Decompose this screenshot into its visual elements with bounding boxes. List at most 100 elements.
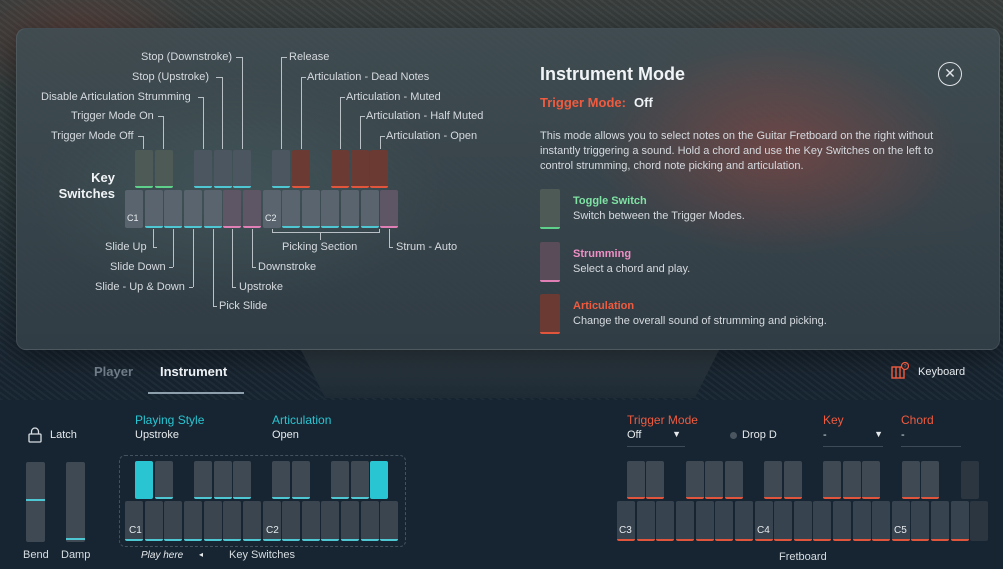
key-switch-white[interactable] (380, 501, 398, 541)
articulation-value: Open (272, 429, 299, 441)
connector (143, 136, 144, 149)
key-switch-white[interactable] (223, 501, 241, 541)
label-disable-articulation: Disable Articulation Strumming (41, 91, 191, 103)
bend-label: Bend (23, 549, 49, 561)
diagram-key-release (272, 150, 290, 188)
fretboard-black-key[interactable] (705, 461, 723, 499)
key-switch-white[interactable] (321, 501, 339, 541)
diagram-white-key (125, 190, 143, 228)
fretboard-black-key[interactable] (784, 461, 802, 499)
key-switch-black[interactable] (370, 461, 388, 499)
fretboard-white-key[interactable] (617, 501, 635, 541)
key-switch-black[interactable] (331, 461, 349, 499)
latch-label: Latch (50, 429, 77, 441)
fretboard-black-key[interactable] (627, 461, 645, 499)
keyboard-button[interactable]: ? Keyboard (891, 361, 965, 382)
connector (380, 136, 385, 137)
fretboard-white-key[interactable] (794, 501, 812, 541)
key-switch-white[interactable] (204, 501, 222, 541)
key-dropdown[interactable]: - ▼ (823, 429, 883, 447)
fretboard-c3-label: C3 (619, 525, 632, 536)
connector (203, 97, 204, 149)
fretboard-white-key[interactable] (696, 501, 714, 541)
key-switch-white[interactable] (263, 501, 281, 541)
key-switch-black[interactable] (194, 461, 212, 499)
fretboard-white-key[interactable] (735, 501, 753, 541)
key-switch-white[interactable] (164, 501, 182, 541)
lock-icon (27, 427, 43, 443)
fretboard-white-key[interactable] (931, 501, 949, 541)
fretboard-white-key[interactable] (872, 501, 890, 541)
keyboard-label: Keyboard (918, 366, 966, 378)
connector (389, 247, 393, 248)
key-switch-white[interactable] (145, 501, 163, 541)
fretboard-white-key[interactable] (715, 501, 733, 541)
key-switch-white[interactable] (361, 501, 379, 541)
connector (213, 306, 217, 307)
key-switch-white[interactable] (302, 501, 320, 541)
fretboard-white-key[interactable] (755, 501, 773, 541)
connector (222, 77, 223, 149)
fretboard-white-key[interactable] (676, 501, 694, 541)
key-switch-white[interactable] (341, 501, 359, 541)
bend-slider[interactable] (26, 462, 45, 542)
fretboard-white-key[interactable] (774, 501, 792, 541)
fretboard-white-key[interactable] (813, 501, 831, 541)
diagram-white-key (380, 190, 398, 228)
key-switch-black[interactable] (351, 461, 369, 499)
tab-player[interactable]: Player (94, 364, 134, 379)
key-switch-black[interactable] (214, 461, 232, 499)
fretboard-white-key[interactable] (911, 501, 929, 541)
key-switch-black[interactable] (155, 461, 173, 499)
label-downstroke: Downstroke (258, 261, 317, 273)
connector (281, 57, 282, 149)
key-switch-white[interactable] (282, 501, 300, 541)
connector (236, 57, 242, 58)
key-switch-white[interactable] (184, 501, 202, 541)
connector (193, 229, 194, 287)
connector (379, 229, 380, 233)
fretboard-black-key[interactable] (921, 461, 939, 499)
diagram-white-key (145, 190, 163, 228)
key-switch-black[interactable] (233, 461, 251, 499)
label-release: Release (289, 51, 330, 63)
fretboard-white-key[interactable] (853, 501, 871, 541)
fretboard-black-key[interactable] (902, 461, 920, 499)
fretboard-black-key[interactable] (961, 461, 979, 499)
diagram-key-trigger-on (155, 150, 173, 188)
legend-strumming-desc: Select a chord and play. (573, 263, 691, 275)
connector (216, 77, 222, 78)
fretboard-white-key[interactable] (656, 501, 674, 541)
fretboard-black-key[interactable] (823, 461, 841, 499)
chord-dropdown[interactable]: - (901, 429, 961, 447)
connector (163, 116, 164, 149)
close-icon[interactable]: ✕ (938, 62, 962, 86)
trigger-mode-dropdown[interactable]: Off ▼ (627, 429, 685, 447)
fretboard-black-key[interactable] (862, 461, 880, 499)
key-switch-black[interactable] (292, 461, 310, 499)
label-dead-notes: Articulation - Dead Notes (307, 71, 430, 83)
fretboard-white-key[interactable] (951, 501, 969, 541)
trigger-mode-dropdown-value: Off (627, 429, 642, 441)
diagram-white-key (184, 190, 202, 228)
fretboard-black-key[interactable] (725, 461, 743, 499)
fretboard-black-key[interactable] (843, 461, 861, 499)
fretboard-white-key[interactable] (892, 501, 910, 541)
connector (360, 116, 361, 149)
label-slide-up: Slide Up (105, 241, 147, 253)
fretboard-black-key[interactable] (686, 461, 704, 499)
key-switch-black[interactable] (272, 461, 290, 499)
connector (360, 116, 365, 117)
damp-slider[interactable] (66, 462, 85, 542)
key-switch-black[interactable] (135, 461, 153, 499)
drop-d-label: Drop D (742, 429, 777, 441)
key-switch-white[interactable] (125, 501, 143, 541)
diagram-white-key (282, 190, 300, 228)
fretboard-white-key[interactable] (970, 501, 988, 541)
fretboard-black-key[interactable] (764, 461, 782, 499)
key-switch-white[interactable] (243, 501, 261, 541)
fretboard-white-key[interactable] (637, 501, 655, 541)
tab-instrument[interactable]: Instrument (160, 364, 228, 379)
fretboard-white-key[interactable] (833, 501, 851, 541)
fretboard-black-key[interactable] (646, 461, 664, 499)
